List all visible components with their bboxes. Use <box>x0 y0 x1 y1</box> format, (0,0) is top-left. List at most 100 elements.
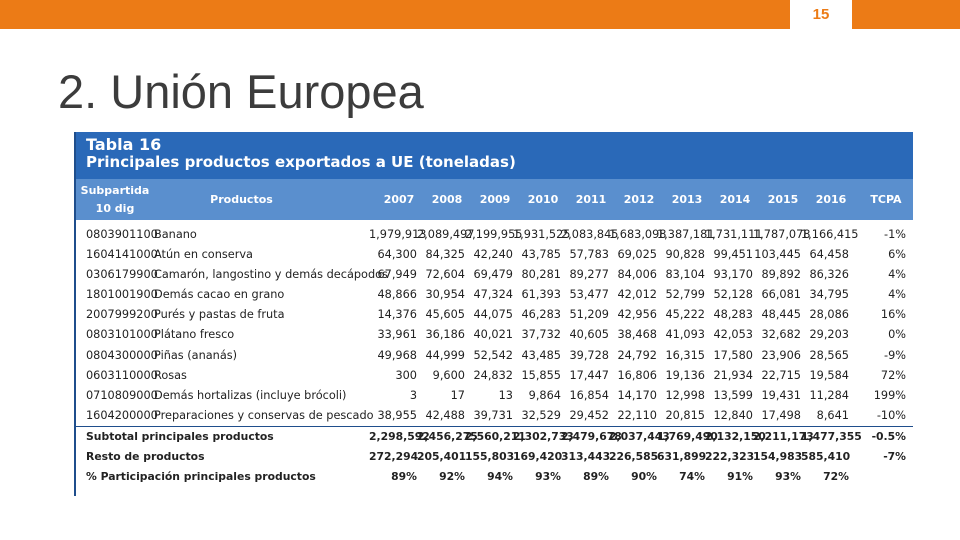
value-cell: 17,447 <box>569 368 609 382</box>
value-cell: 2,199,955 <box>465 228 523 241</box>
value-cell: 52,799 <box>665 288 705 302</box>
product-name: Rosas <box>154 368 187 382</box>
value-cell: 222,323 <box>705 450 755 464</box>
value-cell: 74% <box>679 470 705 484</box>
value-cell: 51,209 <box>569 308 609 322</box>
col-year: 2016 <box>815 193 847 206</box>
table-body: 0803901100 Banano 1,979,913 2,089,497 2,199,… <box>76 225 913 487</box>
value-cell: 1,731,111 <box>705 228 763 241</box>
table-row: 0710809000 Demás hortalizas (incluye bróc… <box>76 386 913 406</box>
value-cell: 43,485 <box>521 348 561 362</box>
value-cell: 48,283 <box>713 308 753 322</box>
value-cell: 89% <box>583 470 609 484</box>
value-cell: 154,983 <box>753 450 803 464</box>
value-cell: 52,542 <box>473 348 513 362</box>
value-cell: 38,955 <box>377 408 417 422</box>
value-cell: 36,186 <box>425 328 465 342</box>
value-cell: 13,599 <box>713 388 753 402</box>
summary-label: Subtotal principales productos <box>86 429 274 443</box>
value-cell: 2,456,275 <box>417 429 478 443</box>
value-cell: 12,840 <box>713 408 753 422</box>
value-cell: 2,560,211 <box>465 429 526 443</box>
value-cell: 103,445 <box>754 248 801 262</box>
subpartida-code: 2007999200 <box>86 308 158 322</box>
value-cell: 89,277 <box>569 268 609 282</box>
value-cell: 46,283 <box>521 308 561 322</box>
col-year: 2015 <box>767 193 799 206</box>
value-cell: 69,025 <box>617 248 657 262</box>
value-cell: 47,324 <box>473 288 513 302</box>
value-cell: 69,479 <box>473 268 513 282</box>
value-cell: 84,325 <box>425 248 465 262</box>
table-row: 2007999200 Purés y pastas de fruta 14,376 4… <box>76 305 913 325</box>
export-table: Tabla 16 Principales productos exportado… <box>74 132 913 496</box>
value-cell: 1,477,355 <box>801 429 862 443</box>
summary-row: Resto de productos 272,294 205,401 155,803 1… <box>76 447 913 467</box>
value-cell: 93% <box>535 470 561 484</box>
value-cell: 14,376 <box>377 308 417 322</box>
col-year: 2014 <box>719 193 751 206</box>
table-row: 1604200000 Preparaciones y conservas de p… <box>76 406 913 426</box>
tcpa-cell: 4% <box>888 268 906 282</box>
value-cell: 1,931,525 <box>513 228 571 241</box>
value-cell: 1,683,098 <box>609 228 667 241</box>
summary-label: % Participación principales productos <box>86 470 316 484</box>
col-year: 2013 <box>671 193 703 206</box>
value-cell: 41,093 <box>665 328 705 342</box>
value-cell: 1,769,490 <box>657 429 718 443</box>
value-cell: 226,585 <box>609 450 659 464</box>
value-cell: 9,600 <box>432 368 465 382</box>
value-cell: 22,110 <box>617 408 657 422</box>
value-cell: 15,855 <box>521 368 561 382</box>
value-cell: 272,294 <box>369 450 419 464</box>
value-cell: 92% <box>439 470 465 484</box>
table-row: 0803101000 Plátano fresco 33,961 36,186 40,0… <box>76 325 913 345</box>
value-cell: 16,806 <box>617 368 657 382</box>
summary-row: % Participación principales productos 89%… <box>76 467 913 487</box>
col-year: 2011 <box>575 193 607 206</box>
value-cell: 44,075 <box>473 308 513 322</box>
tcpa-cell: 0% <box>888 328 906 342</box>
tcpa-cell: 16% <box>880 308 906 322</box>
value-cell: 2,037,443 <box>609 429 670 443</box>
table-row: 0306179900 Camarón, langostino y demás de… <box>76 265 913 285</box>
product-name: Atún en conserva <box>154 248 253 262</box>
tcpa-cell: -0.5% <box>871 429 906 443</box>
summary-label: Resto de productos <box>86 450 205 464</box>
col-year: 2010 <box>527 193 559 206</box>
value-cell: 2,479,678 <box>561 429 622 443</box>
table-header: Tabla 16 Principales productos exportado… <box>76 132 913 179</box>
tcpa-cell: -10% <box>876 408 906 422</box>
slide-title: 2. Unión Europea <box>58 65 424 118</box>
tcpa-cell: -7% <box>883 450 906 464</box>
value-cell: 30,954 <box>425 288 465 302</box>
value-cell: 12,998 <box>665 388 705 402</box>
value-cell: 90,828 <box>665 248 705 262</box>
value-cell: 33,961 <box>377 328 417 342</box>
col-productos: Productos <box>210 193 273 206</box>
value-cell: 91% <box>727 470 753 484</box>
value-cell: 32,529 <box>521 408 561 422</box>
value-cell: 57,783 <box>569 248 609 262</box>
value-cell: 72% <box>823 470 849 484</box>
value-cell: 631,899 <box>657 450 707 464</box>
value-cell: 67,949 <box>377 268 417 282</box>
value-cell: 42,956 <box>617 308 657 322</box>
value-cell: 205,401 <box>417 450 467 464</box>
value-cell: 53,477 <box>569 288 609 302</box>
table-row: 0804300000 Piñas (ananás) 49,968 44,999 52,5… <box>76 346 913 366</box>
value-cell: 45,605 <box>425 308 465 322</box>
value-cell: 52,128 <box>713 288 753 302</box>
value-cell: 21,934 <box>713 368 753 382</box>
subpartida-code: 0804300000 <box>86 348 158 362</box>
value-cell: 8,641 <box>816 408 849 422</box>
value-cell: 2,132,150 <box>705 429 766 443</box>
value-cell: 585,410 <box>801 450 851 464</box>
value-cell: 29,203 <box>809 328 849 342</box>
value-cell: 17 <box>450 388 465 402</box>
product-name: Banano <box>154 228 197 241</box>
column-headers: Subpartida 10 dig Productos 2007 2008 2009… <box>76 179 913 220</box>
value-cell: 16,854 <box>569 388 609 402</box>
value-cell: 64,458 <box>809 248 849 262</box>
value-cell: 28,565 <box>809 348 849 362</box>
